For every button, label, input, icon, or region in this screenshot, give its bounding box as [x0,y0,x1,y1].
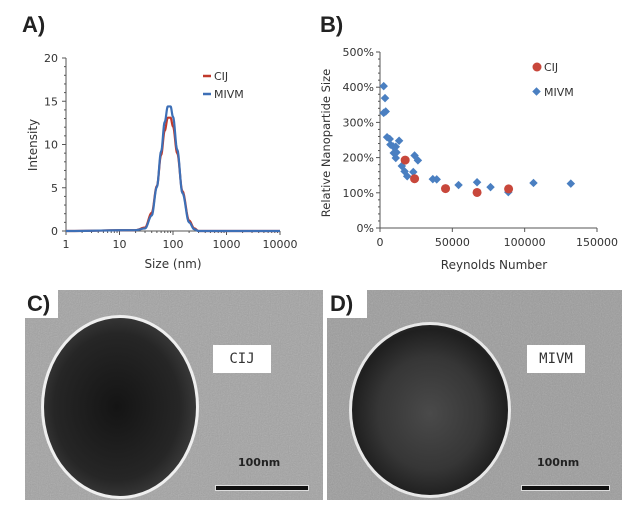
chart-b-x-tick-label: 50000 [435,236,470,249]
chart-b-point-cij [400,155,410,165]
chart-b-point-mivm [432,175,441,184]
chart-b-point-cij [472,187,482,197]
legend-label-cij: CIJ [214,70,228,83]
chart-a-x-tick-label: 10000 [263,238,298,251]
tem-image-cij: C) CIJ 100nm [25,290,323,500]
chart-b-x-tick-label: 0 [377,236,384,249]
tem-image-mivm: D) MIVM 100nm [327,290,622,500]
chart-a-xlabel: Size (nm) [144,257,201,271]
legend-label-cij: CIJ [544,61,558,74]
chart-b-point-cij [504,184,514,194]
tem-tag-mivm: MIVM [527,345,585,373]
chart-a-series-cij [65,116,280,233]
chart-a-y-tick-label: 0 [51,225,58,238]
chart-b-point-mivm [566,179,576,188]
chart-b-point-cij [410,174,420,184]
chart-a-y-tick-label: 20 [44,52,58,65]
chart-a-series-mivm [65,105,280,233]
chart-a-x-tick-label: 100 [163,238,184,251]
tem-micrograph-mivm [327,290,622,500]
panel-label-c: C) [27,291,51,316]
chart-a-y-tick-label: 15 [44,95,58,108]
chart-b-y-tick-label: 0% [357,222,374,235]
chart-b-xlabel: Reynolds Number [441,258,548,272]
chart-a-x-tick-label: 10 [113,238,127,251]
scale-label-d: 100nm [537,456,580,469]
panel-label-b: B) [320,12,344,37]
chart-b-point-mivm [379,81,388,91]
legend-marker-cij [532,62,542,72]
panel-label-c-box [25,290,58,318]
chart-b-y-tick-label: 200% [343,152,374,165]
chart-b-y-tick-label: 100% [343,187,374,200]
scale-bar-c [216,486,308,490]
chart-b-legend: CIJ MIVM [532,61,574,99]
chart-b-point-mivm [472,177,482,187]
chart-b-point-mivm [529,178,538,188]
chart-b-point-mivm [385,134,394,144]
scale-bar-d [522,486,609,490]
chart-b-y-tick-label: 300% [343,116,374,129]
panel-label-a: A) [22,12,46,37]
legend-label-mivm: MIVM [214,88,244,101]
chart-b-point-mivm [454,180,463,190]
chart-b-ylabel: Relative Nanopartide Size [319,69,333,217]
tem-tag-cij: CIJ [213,345,271,373]
chart-b-x-tick-label: 100000 [504,236,546,249]
legend-label-mivm: MIVM [544,86,574,99]
chart-b-point-cij [441,184,451,194]
chart-a-ylabel: Intensity [26,119,40,171]
chart-b-point-mivm [380,93,390,103]
chart-a-size-distribution: Intensity Size (nm) 0 5 10 15 20 1 10 100 1000 10… [26,52,298,271]
chart-a-y-tick-label: 10 [44,139,58,152]
chart-b-y-tick-label: 500% [343,46,374,59]
chart-b-point-mivm [413,156,423,165]
panel-label-d: D) [330,291,354,316]
chart-a-x-tick-label: 1000 [213,238,241,251]
chart-b-x-tick-label: 150000 [576,236,618,249]
chart-b-y-tick-label: 400% [343,81,374,94]
legend-marker-mivm [532,87,541,96]
chart-a-y-tick-label: 5 [51,182,58,195]
chart-b-point-mivm [486,182,495,192]
panel-label-d-box [327,290,367,318]
chart-b-scatter: Relative Nanopartide Size Reynolds Numbe… [319,46,618,272]
scale-label-c: 100nm [238,456,281,469]
tem-micrograph-cij [25,290,323,500]
chart-b-point-mivm [409,167,418,177]
chart-a-x-tick-label: 1 [63,238,70,251]
chart-a-legend: CIJ MIVM [203,70,244,101]
